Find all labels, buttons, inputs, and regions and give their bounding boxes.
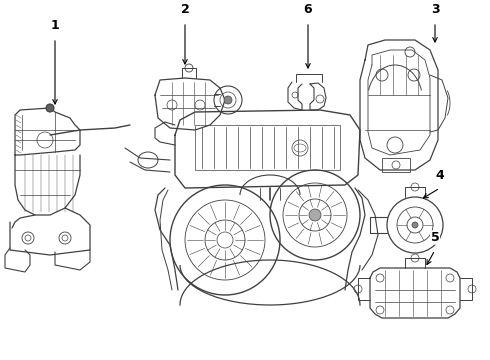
Circle shape xyxy=(412,222,418,228)
Text: 2: 2 xyxy=(181,3,189,16)
Circle shape xyxy=(46,104,54,112)
Bar xyxy=(382,158,410,172)
Bar xyxy=(195,125,340,170)
Text: 5: 5 xyxy=(431,231,440,244)
Text: 3: 3 xyxy=(431,3,440,16)
Text: 6: 6 xyxy=(304,3,312,16)
Text: 1: 1 xyxy=(50,19,59,32)
Circle shape xyxy=(224,96,232,104)
Circle shape xyxy=(309,209,321,221)
Text: 4: 4 xyxy=(436,169,444,182)
